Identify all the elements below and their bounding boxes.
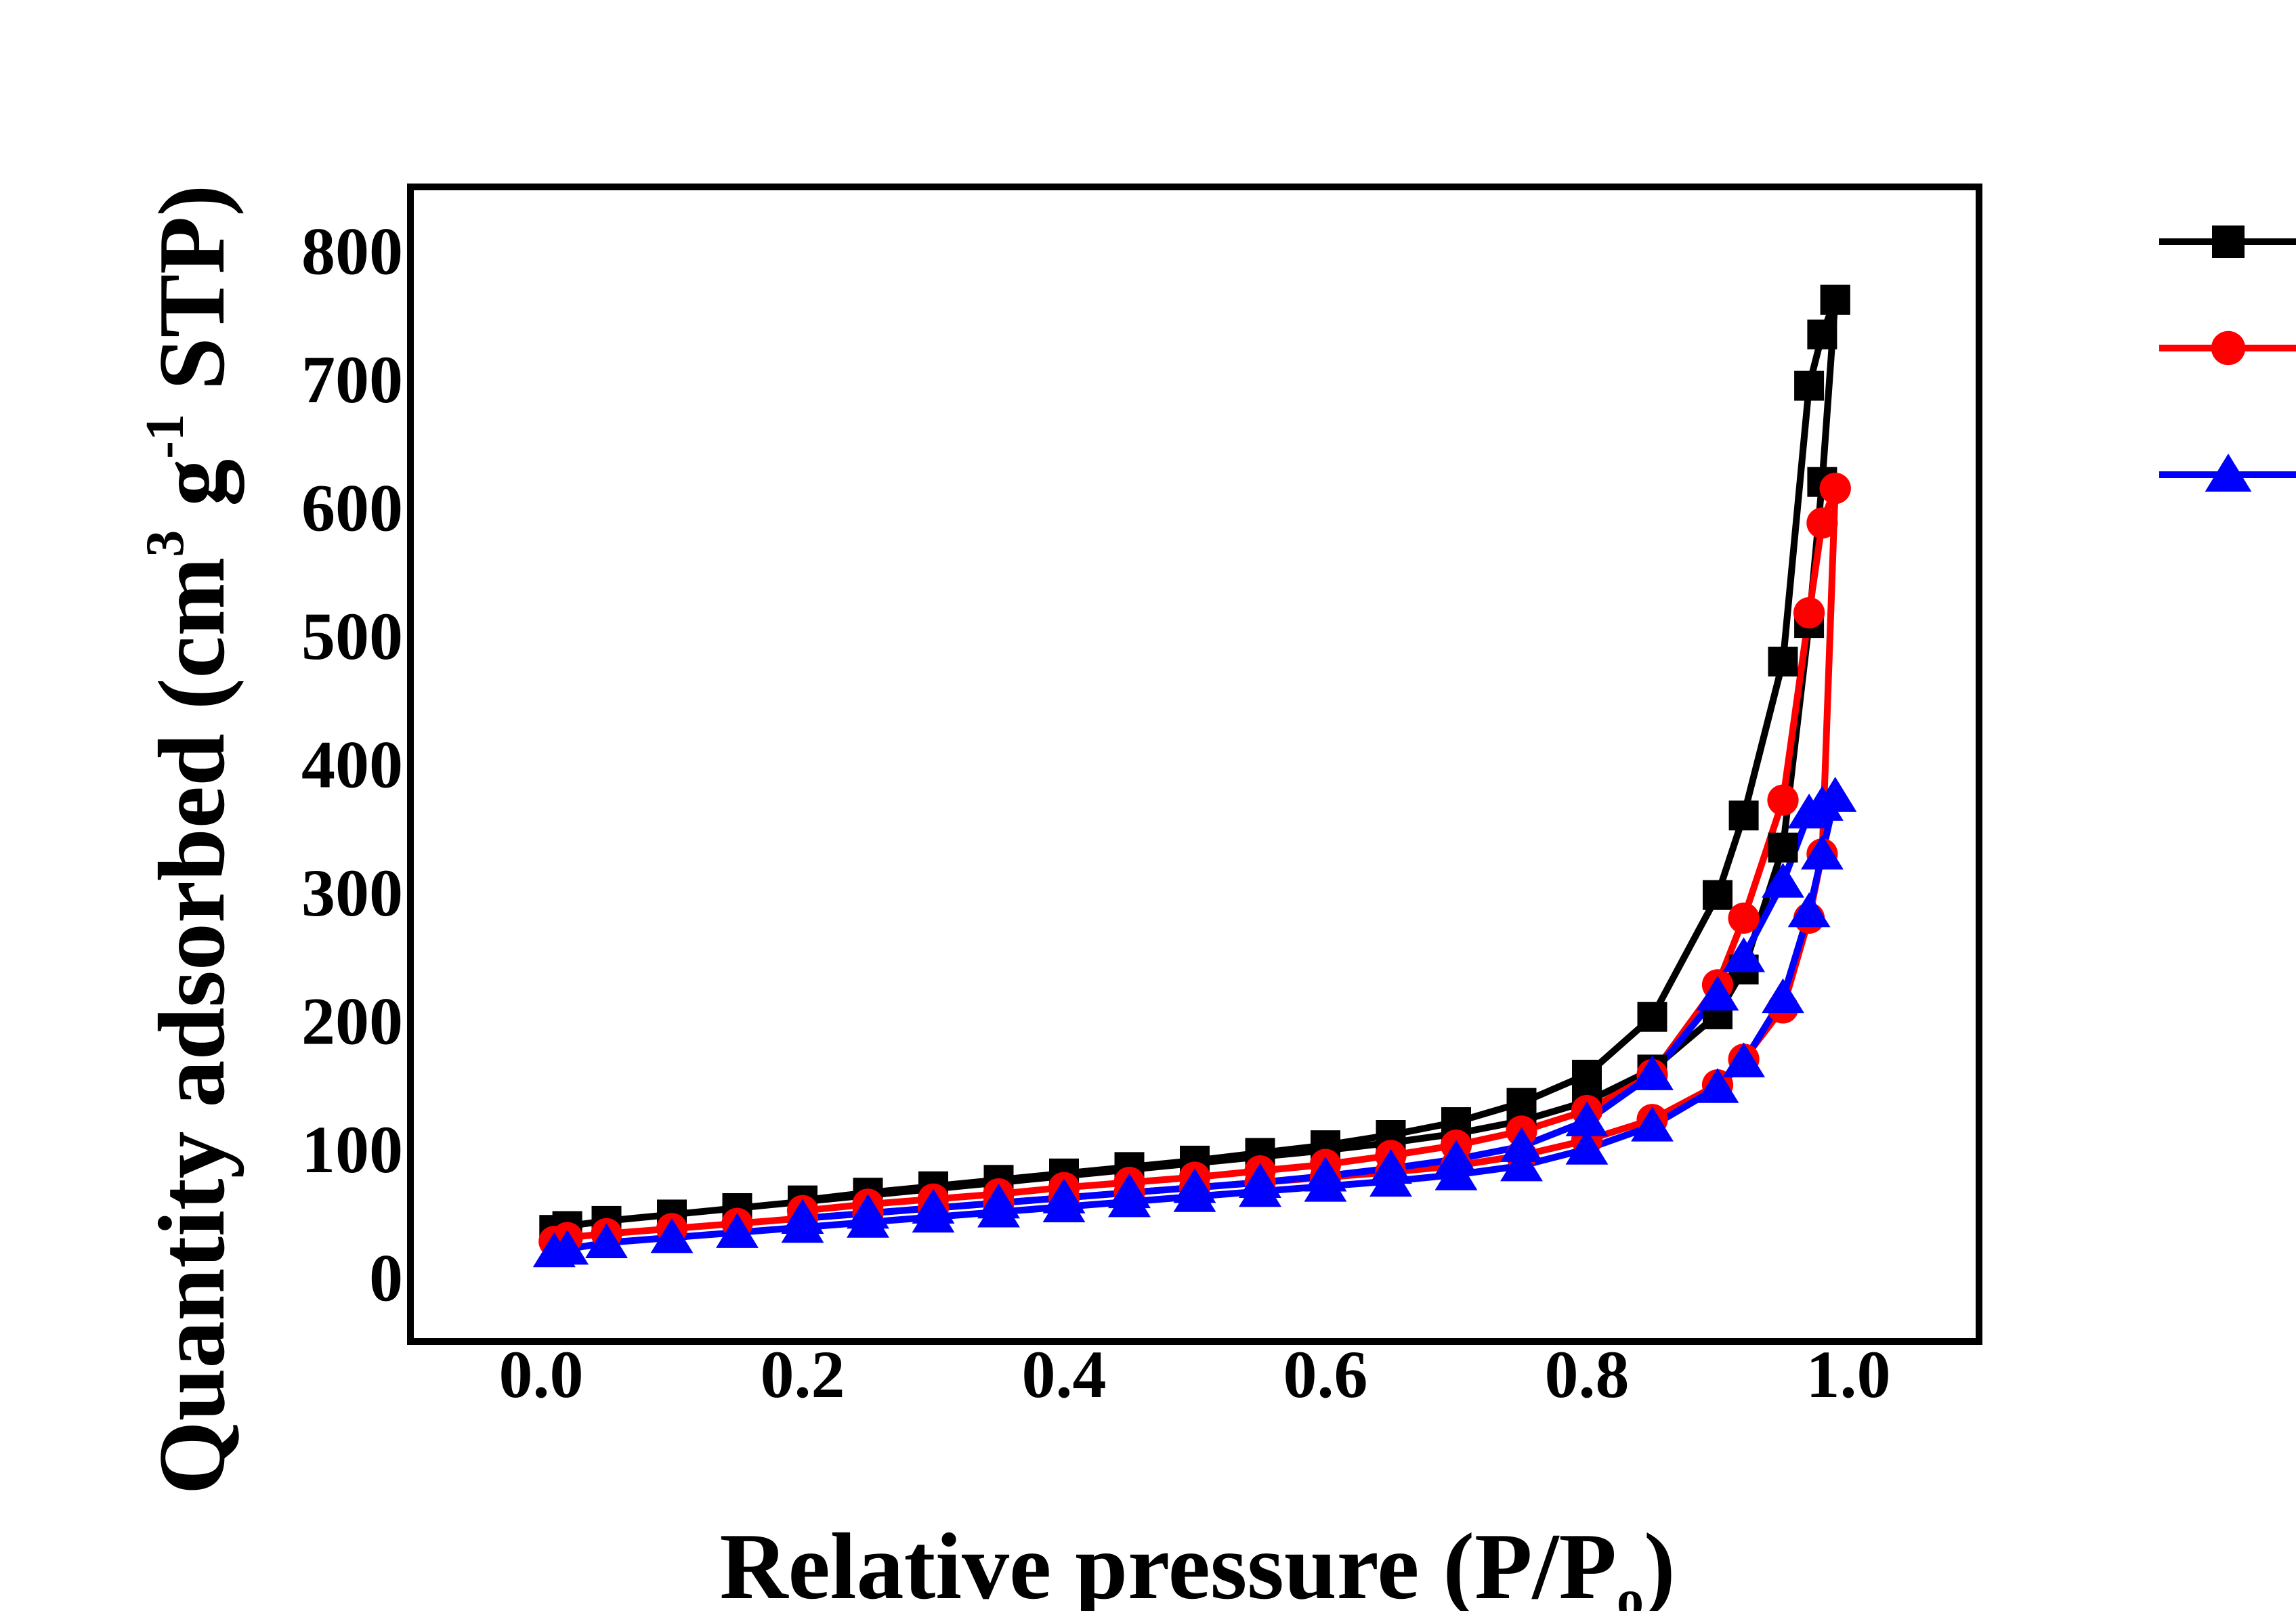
series-3-desorption-point (912, 1188, 955, 1224)
x-axis-label-main: Relative pressure (P/P (719, 1514, 1617, 1611)
y-axis-label-sup2: -1 (135, 414, 195, 459)
series-1-desorption-point (1572, 1059, 1602, 1090)
series-3-desorption-point (1787, 793, 1831, 829)
series-2-desorption-point (1819, 473, 1851, 504)
y-axis-label-part1: Quantity adsorbed (cm (140, 557, 245, 1495)
y-axis-label-sup1: 3 (135, 530, 195, 557)
x-tick-label: 0.4 (1022, 1337, 1107, 1412)
y-tick-label: 400 (301, 727, 403, 802)
series-2-desorption-point (1806, 507, 1838, 539)
x-axis-label-sub: o (1617, 1570, 1644, 1611)
series-3-desorption-point (1500, 1127, 1543, 1162)
x-axis-label-end: ) (1644, 1514, 1676, 1611)
series-1-desorption-point (1637, 1002, 1667, 1032)
series-3-desorption-point (1631, 1055, 1674, 1090)
series-1-desorption-line (802, 298, 1839, 1204)
series-3-desorption-point (1239, 1163, 1281, 1198)
series-layer (532, 284, 1857, 1268)
series-3-desorption-point (1434, 1140, 1478, 1175)
series-3-adsorption-point (585, 1223, 628, 1259)
series-1-adsorption-point (1768, 832, 1798, 863)
series-3-adsorption-point (650, 1218, 694, 1253)
series-3-desorption-point (847, 1193, 889, 1229)
series-3-adsorption-point (1800, 834, 1844, 869)
series-1-desorption-point (1703, 880, 1732, 910)
x-tick-label: 0.0 (499, 1337, 584, 1412)
x-tick-label: 0.8 (1545, 1337, 1630, 1412)
series-3-desorption-point (1565, 1101, 1609, 1137)
x-tick-label: 0.2 (761, 1337, 845, 1412)
series-3-desorption-point (1762, 863, 1804, 898)
x-tick-label: 1.0 (1806, 1337, 1891, 1412)
series-1-desorption-point (1807, 319, 1837, 349)
y-axis-label: Quantity adsorbed (cm3 g-1 STP) (135, 185, 245, 1495)
series-3-desorption-point (1108, 1173, 1151, 1209)
plot-frame (407, 184, 1982, 1345)
series-2-desorption-point (1793, 597, 1825, 629)
series-1-desorption-point (1820, 284, 1850, 315)
x-axis-label: Relative pressure (P/Po) (719, 1514, 1675, 1611)
series-3-desorption-point (977, 1183, 1020, 1219)
series-3-adsorption-point (546, 1230, 589, 1265)
y-tick-label: 300 (301, 855, 403, 930)
legend-marker-2 (2211, 330, 2246, 366)
series-1-desorption-point (1506, 1088, 1537, 1118)
series-3-adsorption-point (716, 1213, 759, 1248)
series-3-adsorption-point (1565, 1130, 1609, 1165)
y-axis-label-part3: STP) (140, 185, 245, 414)
y-tick-label: 100 (301, 1112, 403, 1187)
legend (2159, 225, 2296, 492)
y-tick-label: 500 (301, 599, 403, 674)
x-axis-ticks: 0.0 0.2 0.4 0.6 0.8 1.0 (499, 1337, 1891, 1412)
y-axis-label-part2: g (140, 459, 245, 530)
y-tick-label: 0 (369, 1240, 403, 1315)
legend-marker-1 (2212, 225, 2245, 258)
series-3-desorption-point (781, 1199, 824, 1234)
series-3-adsorption-point (1762, 978, 1804, 1014)
series-3-desorption-point (1304, 1157, 1347, 1192)
legend-marker-3 (2205, 453, 2252, 492)
series-1-desorption-point (1728, 800, 1759, 831)
series-3-adsorption-point (1787, 892, 1831, 928)
series-1-adsorption-line (553, 299, 1839, 1233)
y-tick-label: 600 (301, 471, 403, 546)
series-3-adsorption-point (1722, 1042, 1766, 1077)
series-1-desorption-point (1794, 370, 1825, 401)
series-3-adsorption-point (1631, 1107, 1674, 1142)
series-3-desorption-point (1173, 1168, 1216, 1203)
series-1-desorption-point (1768, 646, 1798, 676)
y-axis-ticks: 0 100 200 300 400 500 600 700 800 (301, 214, 403, 1316)
series-2-desorption-point (1728, 902, 1760, 934)
series-3-desorption-point (1722, 937, 1766, 972)
series-3-adsorption-point (1696, 1068, 1739, 1103)
series-3-desorption-point (1696, 975, 1739, 1011)
series-2-desorption-point (1767, 784, 1799, 816)
series-3-desorption-point (1369, 1148, 1412, 1184)
y-tick-label: 700 (301, 342, 403, 417)
series-3-adsorption-point (1500, 1146, 1543, 1182)
series-3-desorption-point (1042, 1178, 1086, 1213)
x-tick-label: 0.6 (1283, 1337, 1368, 1412)
y-tick-label: 800 (301, 214, 403, 289)
y-tick-label: 200 (301, 983, 403, 1058)
